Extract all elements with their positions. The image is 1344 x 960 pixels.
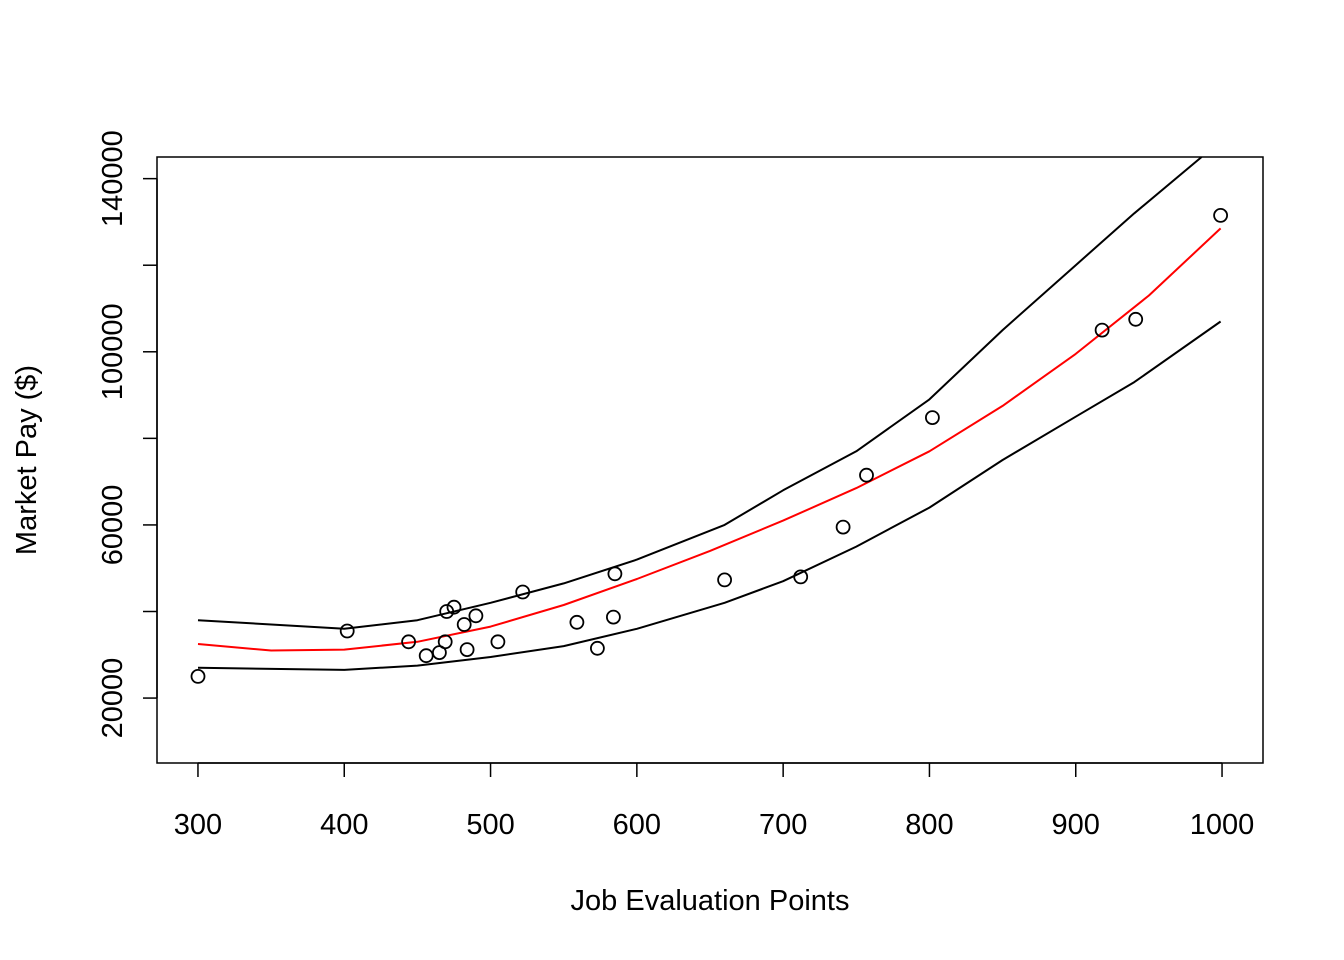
data-point — [835, 519, 851, 535]
data-points — [190, 207, 1228, 684]
x-tick-label: 1000 — [1190, 809, 1255, 841]
data-point — [339, 623, 355, 639]
data-point — [437, 634, 453, 650]
y-axis: 20000 60000 100000 140000 — [97, 130, 158, 739]
data-point — [1128, 311, 1144, 327]
x-tick-label: 300 — [174, 809, 222, 841]
data-point — [590, 640, 605, 656]
data-point — [446, 599, 462, 615]
data-point — [793, 569, 809, 585]
data-point — [456, 617, 472, 632]
data-point — [606, 609, 621, 625]
data-point — [190, 669, 206, 684]
data-point — [418, 648, 434, 664]
data-point — [1094, 322, 1110, 338]
data-point — [859, 467, 874, 483]
plot-frame — [156, 156, 1264, 764]
y-tick-label: 60000 — [97, 485, 129, 566]
data-point — [468, 608, 484, 624]
fit-line — [197, 227, 1222, 652]
data-point — [459, 642, 475, 657]
x-axis-title: Job Evaluation Points — [571, 885, 850, 917]
y-axis-title: Market Pay ($) — [11, 365, 43, 555]
data-point — [607, 566, 623, 582]
x-tick-label: 800 — [905, 809, 953, 841]
y-tick-label: 140000 — [97, 130, 129, 227]
confidence-bands — [197, 157, 1222, 671]
x-tick-label: 700 — [759, 809, 807, 841]
x-tick-label: 600 — [613, 809, 661, 841]
x-tick-label: 900 — [1052, 809, 1100, 841]
data-point — [439, 604, 455, 619]
data-point — [401, 634, 417, 650]
x-tick-label: 400 — [320, 809, 368, 841]
x-tick-label: 500 — [466, 809, 514, 841]
data-point — [1213, 207, 1228, 223]
data-point — [515, 584, 531, 600]
data-point — [717, 572, 732, 588]
data-point — [490, 634, 506, 650]
lower-band-line — [197, 320, 1222, 671]
y-tick-label: 100000 — [97, 303, 129, 400]
upper-band-line — [197, 157, 1203, 630]
data-point — [569, 614, 585, 630]
data-point — [925, 410, 940, 426]
y-tick-label: 20000 — [97, 658, 129, 739]
x-axis: 300 400 500 600 700 800 900 1000 — [174, 762, 1255, 841]
fitted-curve — [197, 227, 1222, 652]
